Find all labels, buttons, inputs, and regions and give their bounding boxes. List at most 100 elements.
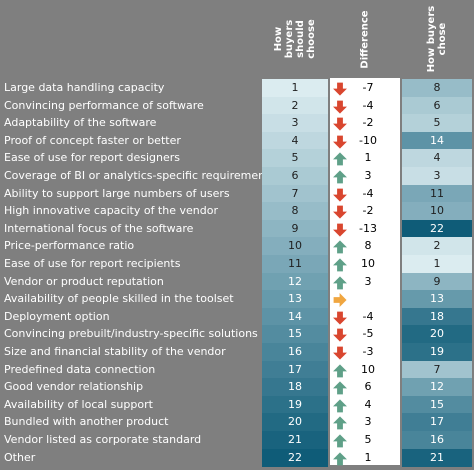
row-label: Adaptability of the software [4, 116, 157, 130]
arrow-down-icon [333, 310, 347, 325]
difference-value: 10 [361, 257, 375, 270]
header-difference-label: Difference [359, 9, 371, 69]
difference-value: -3 [362, 345, 374, 358]
arrow-down-icon [333, 81, 347, 96]
difference-value: -13 [359, 221, 377, 235]
should-rank-cell: 3 [262, 114, 328, 133]
should-rank-cell: 19 [262, 395, 328, 414]
chose-rank-cell: 2 [402, 237, 472, 256]
arrow-up-icon [333, 257, 347, 272]
should-rank-cell: 22 [262, 448, 328, 467]
difference-value: 1 [364, 151, 372, 165]
row-label: Vendor or product reputation [4, 274, 164, 288]
row-label: Bundled with another product [4, 415, 169, 429]
should-rank-cell: 18 [262, 378, 328, 397]
row-label: High innovative capacity of the vendor [4, 204, 218, 218]
should-rank-cell: 8 [262, 202, 328, 221]
row-label: Convincing prebuilt/industry-specific so… [4, 327, 258, 341]
difference-value: -4 [362, 186, 374, 200]
chose-rank-cell: 8 [402, 79, 472, 97]
difference-value [356, 290, 380, 308]
difference-value: -10 [359, 133, 377, 147]
arrow-down-icon [333, 99, 347, 114]
arrow-up-icon [333, 415, 347, 430]
chose-rank-cell: 18 [402, 307, 472, 326]
arrow-down-icon [333, 204, 347, 219]
should-rank-cell: 21 [262, 431, 328, 449]
difference-value: -7 [362, 81, 374, 94]
chose-rank-cell: 22 [402, 219, 472, 238]
chose-rank-cell: 19 [402, 343, 472, 361]
difference-value: 3 [364, 169, 372, 182]
row-label: Vendor listed as corporate standard [4, 433, 202, 446]
row-label: International focus of the software [4, 221, 194, 235]
chose-rank-cell: 10 [402, 202, 472, 221]
header-chose-label: How buyers chose [426, 5, 448, 73]
arrow-up-icon [333, 398, 347, 413]
row-label: Ability to support large numbers of user… [4, 186, 230, 200]
difference-value: 8 [364, 239, 372, 253]
difference-value: 1 [364, 450, 372, 464]
arrow-up-icon [333, 151, 347, 166]
difference-value: 10 [361, 362, 375, 376]
chose-rank-cell: 20 [402, 325, 472, 344]
arrow-down-icon [333, 327, 347, 342]
arrow-up-icon [333, 451, 347, 465]
chose-rank-cell: 12 [402, 378, 472, 397]
arrow-down-icon [333, 345, 347, 360]
difference-value: -2 [362, 116, 374, 130]
row-label: Other [4, 450, 36, 464]
row-label: Size and financial stability of the vend… [4, 345, 226, 358]
should-rank-cell: 7 [262, 184, 328, 203]
row-label: Coverage of BI or analytics-specific req… [4, 169, 276, 182]
chose-rank-cell: 11 [402, 184, 472, 203]
difference-value: -2 [362, 204, 374, 218]
should-rank-cell: 6 [262, 167, 328, 185]
row-label: Predefined data connection [4, 362, 156, 376]
row-label: Price-performance ratio [4, 239, 135, 253]
should-rank-cell: 5 [262, 149, 328, 168]
header-difference: Difference [330, 0, 400, 78]
row-label: Availability of local support [4, 397, 153, 411]
row-label: Large data handling capacity [4, 81, 165, 94]
row-label: Availability of people skilled in the to… [4, 292, 234, 306]
arrow-down-icon [333, 187, 347, 202]
difference-value: 3 [364, 274, 372, 288]
row-label: Good vendor relationship [4, 380, 144, 394]
should-rank-cell: 11 [262, 255, 328, 273]
arrow-up-icon [333, 169, 347, 184]
chose-rank-cell: 1 [402, 255, 472, 273]
row-label: Proof of concept faster or better [4, 133, 181, 147]
should-rank-cell: 13 [262, 290, 328, 309]
arrow-down-icon [333, 222, 347, 237]
chose-rank-cell: 13 [402, 290, 472, 309]
should-rank-cell: 1 [262, 79, 328, 97]
arrow-down-icon [333, 134, 347, 149]
arrow-up-icon [333, 275, 347, 289]
should-rank-cell: 16 [262, 343, 328, 361]
arrow-up-icon [333, 433, 347, 448]
arrow-up-icon [333, 380, 347, 395]
difference-value: 3 [364, 415, 372, 429]
should-rank-cell: 2 [262, 96, 328, 115]
should-rank-cell: 10 [262, 237, 328, 256]
chose-rank-cell: 7 [402, 360, 472, 379]
should-rank-cell: 4 [262, 131, 328, 150]
row-label: Deployment option [4, 309, 110, 323]
difference-value: 4 [364, 397, 372, 411]
header-should-choose: How buyers should choose [262, 0, 328, 78]
difference-value: -4 [362, 98, 374, 112]
should-rank-cell: 17 [262, 360, 328, 379]
chose-rank-cell: 4 [402, 149, 472, 168]
chose-rank-cell: 21 [402, 448, 472, 467]
should-rank-cell: 15 [262, 325, 328, 344]
should-rank-cell: 12 [262, 272, 328, 291]
chose-rank-cell: 14 [402, 131, 472, 150]
chose-rank-cell: 5 [402, 114, 472, 133]
header-should-choose-label: How buyers should choose [273, 19, 317, 59]
should-rank-cell: 14 [262, 307, 328, 326]
difference-value: 5 [364, 433, 372, 446]
difference-value: -4 [362, 309, 374, 323]
row-label: Ease of use for report designers [4, 151, 180, 165]
